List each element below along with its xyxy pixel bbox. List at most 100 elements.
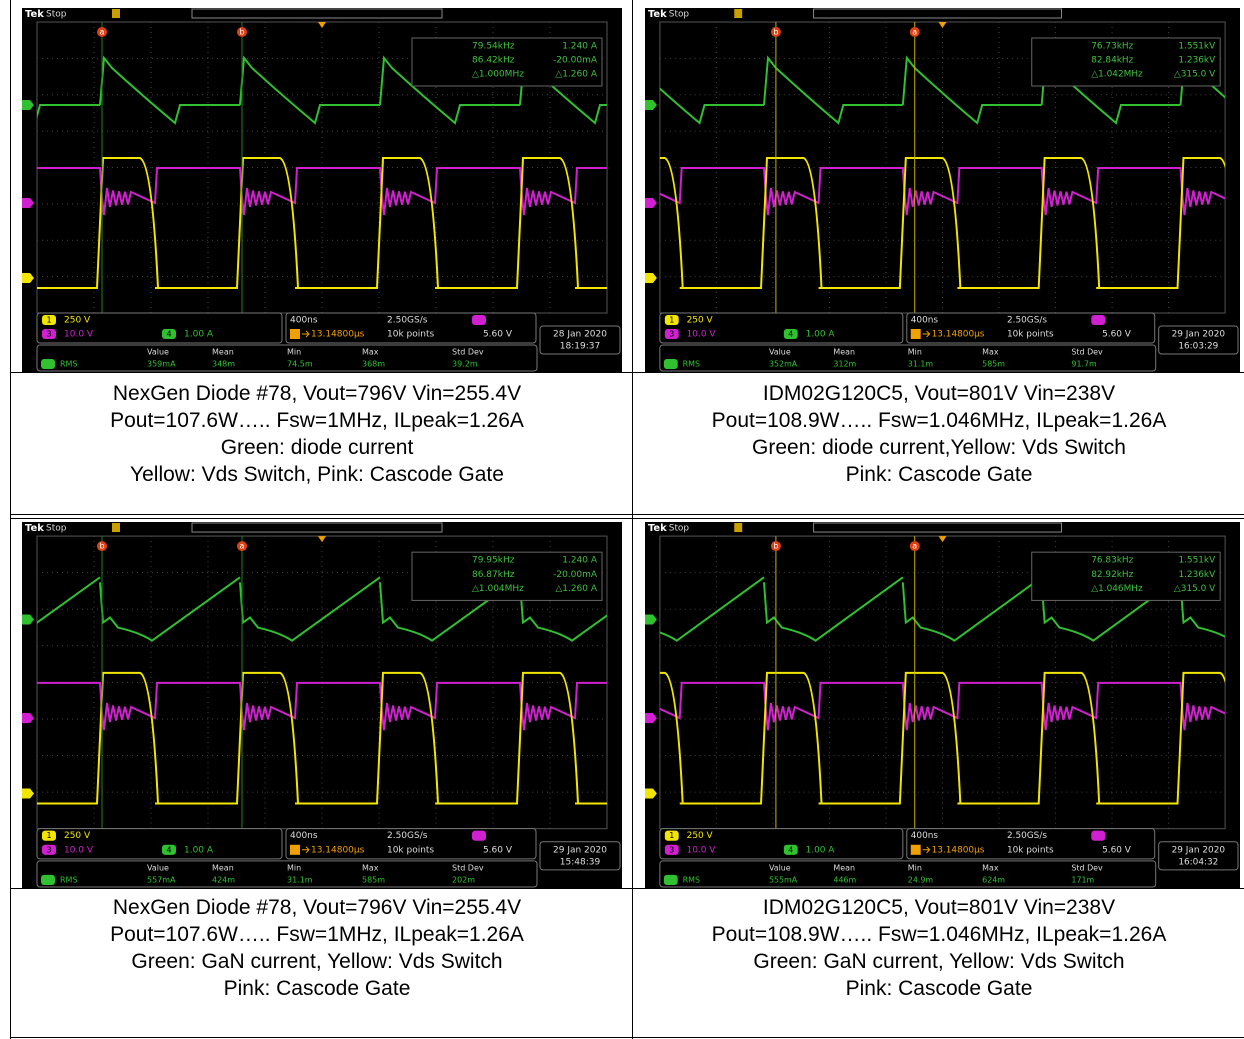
measure-value: 368m — [362, 360, 385, 369]
oscilloscope-screen: TekStopba76.73kHz1.551kV82.84kHz1.236kV△… — [645, 8, 1240, 372]
sample-rate: 2.50GS/s — [387, 831, 428, 841]
measure-label: RMS — [683, 359, 700, 368]
cursor-label: b — [773, 542, 778, 551]
measure-badge — [664, 875, 678, 885]
measure-value: 171m — [1071, 875, 1094, 884]
brand: Tek — [648, 9, 667, 20]
timebase: 400ns — [911, 831, 939, 841]
measure-value: 31.1m — [908, 359, 934, 368]
caption-line: Pout=107.6W….. Fsw=1MHz, ILpeak=1.26A — [12, 921, 622, 948]
channel-id: 1 — [669, 831, 674, 840]
cursor-label: a — [100, 28, 105, 37]
brand: Tek — [648, 523, 667, 534]
readout-value: △1.260 A — [555, 584, 597, 594]
divider — [10, 888, 1244, 889]
caption-line: Green: GaN current, Yellow: Vds Switch — [634, 948, 1244, 975]
status: Stop — [669, 9, 690, 19]
divider — [10, 514, 1244, 515]
trigger-badge — [911, 329, 921, 339]
date: 29 Jan 2020 — [553, 845, 607, 855]
measure-header: Value — [147, 348, 169, 357]
channel-scale: 250 V — [64, 316, 91, 326]
measure-badge — [664, 359, 678, 369]
border — [10, 0, 11, 1039]
caption-line: Pout=108.9W….. Fsw=1.046MHz, ILpeak=1.26… — [634, 407, 1244, 434]
measure-value: 359mA — [147, 360, 176, 369]
trigger-source — [1091, 315, 1105, 325]
timebase: 400ns — [290, 831, 318, 841]
readout-freq: 86.42kHz — [472, 56, 515, 66]
channel-id: 4 — [788, 329, 793, 338]
measure-value: 312m — [833, 359, 856, 368]
document: TekStopab79.54kHz1.240 A86.42kHz-20.00mA… — [0, 0, 1244, 1039]
measure-header: Max — [362, 863, 379, 872]
measure-badge — [41, 359, 55, 369]
time: 15:48:39 — [560, 857, 601, 867]
measure-value: 348m — [212, 360, 235, 369]
measure-value: 74.5m — [287, 360, 313, 369]
cursor-label: a — [912, 27, 917, 36]
timebase: 400ns — [290, 316, 318, 326]
trigger-source — [1091, 831, 1105, 841]
measure-label: RMS — [683, 875, 700, 884]
status: Stop — [46, 524, 67, 534]
trigger-level: 5.60 V — [483, 330, 513, 340]
trigger-badge — [290, 329, 300, 339]
channel-id: 3 — [46, 845, 51, 854]
caption: NexGen Diode #78, Vout=796V Vin=255.4VPo… — [12, 894, 622, 1002]
cursor-label: b — [239, 28, 244, 37]
measure-header: Std Dev — [452, 863, 484, 872]
readout-value: -20.00mA — [553, 56, 598, 66]
channel-scale: 1.00 A — [806, 329, 836, 339]
sample-rate: 2.50GS/s — [1007, 315, 1047, 325]
measure-value: 91.7m — [1071, 359, 1097, 368]
sample-rate: 2.50GS/s — [387, 316, 428, 326]
caption-line: NexGen Diode #78, Vout=796V Vin=255.4V — [12, 894, 622, 921]
brand: Tek — [25, 9, 44, 20]
measure-header: Mean — [212, 863, 234, 872]
divider — [10, 372, 1244, 373]
channel-id: 3 — [669, 329, 674, 338]
measure-header: Value — [147, 863, 169, 872]
readout-freq: 76.83kHz — [1091, 556, 1133, 566]
oscilloscope-screen: TekStopba79.95kHz1.240 A86.87kHz-20.00mA… — [22, 522, 622, 888]
measure-value: 39.2m — [452, 360, 478, 369]
record-window — [112, 523, 120, 532]
brand: Tek — [25, 523, 44, 534]
trigger-source — [472, 831, 486, 841]
measure-label: RMS — [60, 360, 78, 369]
record-window — [734, 523, 742, 532]
readout-value: △315.0 V — [1174, 69, 1216, 79]
measure-value: 557mA — [147, 875, 176, 884]
readout-value: △1.260 A — [555, 70, 598, 80]
caption-line: Green: GaN current, Yellow: Vds Switch — [12, 948, 622, 975]
measure-value: 446m — [833, 875, 856, 884]
channel-scale: 250 V — [64, 831, 91, 841]
measure-header: Value — [769, 863, 791, 872]
cursor-label: b — [99, 542, 104, 551]
readout-value: 1.236kV — [1178, 570, 1216, 580]
channel-id: 4 — [166, 845, 171, 854]
time: 16:04:32 — [1178, 857, 1218, 867]
caption: NexGen Diode #78, Vout=796V Vin=255.4VPo… — [12, 380, 622, 488]
measure-badge — [41, 875, 55, 885]
date: 29 Jan 2020 — [1172, 845, 1226, 855]
channel-scale: 10.0 V — [64, 330, 94, 340]
record-window — [112, 9, 120, 18]
record-window — [734, 9, 742, 18]
channel-scale: 1.00 A — [806, 845, 836, 855]
measure-header: Max — [982, 347, 999, 356]
trigger-position: 13.14800µs — [932, 329, 985, 339]
readout-freq: 82.84kHz — [1091, 55, 1133, 65]
caption-line: Pout=107.6W….. Fsw=1MHz, ILpeak=1.26A — [12, 407, 622, 434]
measure-value: 585m — [982, 359, 1005, 368]
channel-scale: 10.0 V — [687, 329, 717, 339]
caption-line: IDM02G120C5, Vout=801V Vin=238V — [634, 894, 1244, 921]
caption-line: IDM02G120C5, Vout=801V Vin=238V — [634, 380, 1244, 407]
channel-scale: 1.00 A — [184, 330, 214, 340]
measure-header: Std Dev — [452, 348, 484, 357]
oscilloscope-screen: TekStopba76.83kHz1.551kV82.92kHz1.236kV△… — [645, 522, 1240, 888]
caption-line: Green: diode current — [12, 434, 622, 461]
